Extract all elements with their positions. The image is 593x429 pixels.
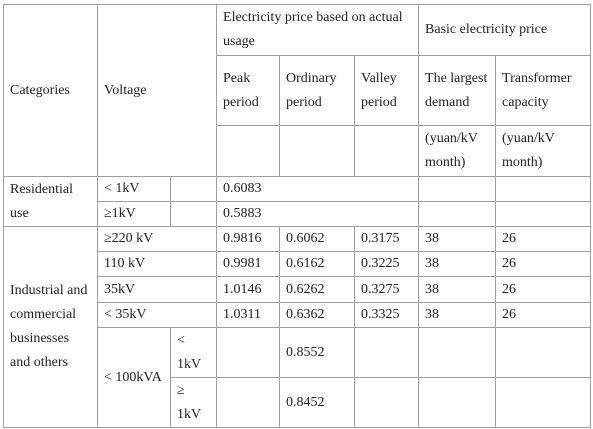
header-cell: Electricity price based on actual usage [216,4,420,56]
row: < 100kVA < 1kV 0.8552 [4,327,592,428]
empty-cell [216,125,281,177]
header-row: (yuan/kV month) (yuan/kV month) [4,125,592,177]
empty-cell [354,327,420,378]
cell: Industrial and commercial businesses and… [3,226,98,428]
cell: < 100kVA [97,327,171,428]
cell: 0.3325 [354,302,420,328]
header-row: Categories Voltage Electricity price bas… [3,4,592,177]
header-cell: Categories [3,4,98,177]
empty-cell [495,377,592,428]
cell: 0.6262 [279,276,356,303]
cell: 0.9816 [216,226,281,252]
empty-cell [418,327,497,378]
empty-cell [418,377,497,428]
cell: 35kV [96,276,218,303]
cell: 38 [418,226,497,252]
empty-cell [418,201,497,227]
cell: 1.0146 [216,276,281,303]
cell: 26 [495,302,592,328]
cell: 0.5883 [216,201,420,227]
header-cell: Ordinary period [279,55,356,126]
cell: < 1kV [169,327,218,378]
cell: 110 kV [96,251,218,277]
cell: 0.9981 [216,251,281,277]
header-cell: Voltage [96,4,218,177]
header-cell: Valley period [354,55,420,126]
empty-cell [216,327,281,378]
empty-cell [418,176,497,202]
row: ≥ 1kV 0.8452 [4,377,592,428]
header-row: Peak period Ordinary period Valley perio… [4,55,592,126]
cell: 26 [495,276,592,303]
cell: 0.3225 [354,251,420,277]
header-cell: (yuan/kV month) [418,125,497,177]
cell: < 1kV [97,176,171,202]
empty-cell [495,201,592,227]
header-cell: Transformer capacity [495,55,592,126]
empty-cell [495,176,592,202]
row: 110 kV 0.9981 0.6162 0.3225 38 26 [4,251,592,277]
cell: 38 [418,302,497,328]
header-cell: The largest demand [418,55,497,126]
row: < 35kV 1.0311 0.6362 0.3325 38 26 [4,302,592,328]
empty-cell [354,125,420,177]
cell: 0.6083 [216,176,420,202]
empty-cell [169,201,218,227]
row: Residential use < 1kV 0.6083 [3,176,592,227]
empty-cell [279,125,356,177]
row: ≥1kV 0.5883 [4,201,592,227]
header-cell: (yuan/kV month) [495,125,592,177]
cell: 0.3275 [354,276,420,303]
cell: 0.6062 [279,226,356,252]
cell: 0.6362 [279,302,356,328]
cell: 38 [418,251,497,277]
empty-cell [495,327,592,378]
cell: ≥ 1kV [169,377,218,428]
row: Industrial and commercial businesses and… [3,226,592,428]
cell: 1.0311 [216,302,281,328]
cell: ≥1kV [97,201,171,227]
row: 35kV 1.0146 0.6262 0.3275 38 26 [4,276,592,303]
empty-cell [169,176,218,202]
cell: 0.6162 [279,251,356,277]
cell: 0.8552 [279,327,356,378]
cell: < 35kV [96,302,218,328]
price-table: Categories Voltage Electricity price bas… [3,4,592,428]
cell: 26 [495,251,592,277]
header-cell: Basic electricity price [418,4,592,56]
cell: 38 [418,276,497,303]
empty-cell [354,377,420,428]
cell: ≥220 kV [96,226,218,252]
cell: 0.3175 [354,226,420,252]
cell: 0.8452 [279,377,356,428]
empty-cell [216,377,281,428]
header-cell: Peak period [216,55,281,126]
cell: 26 [495,226,592,252]
cell: Residential use [3,176,98,227]
